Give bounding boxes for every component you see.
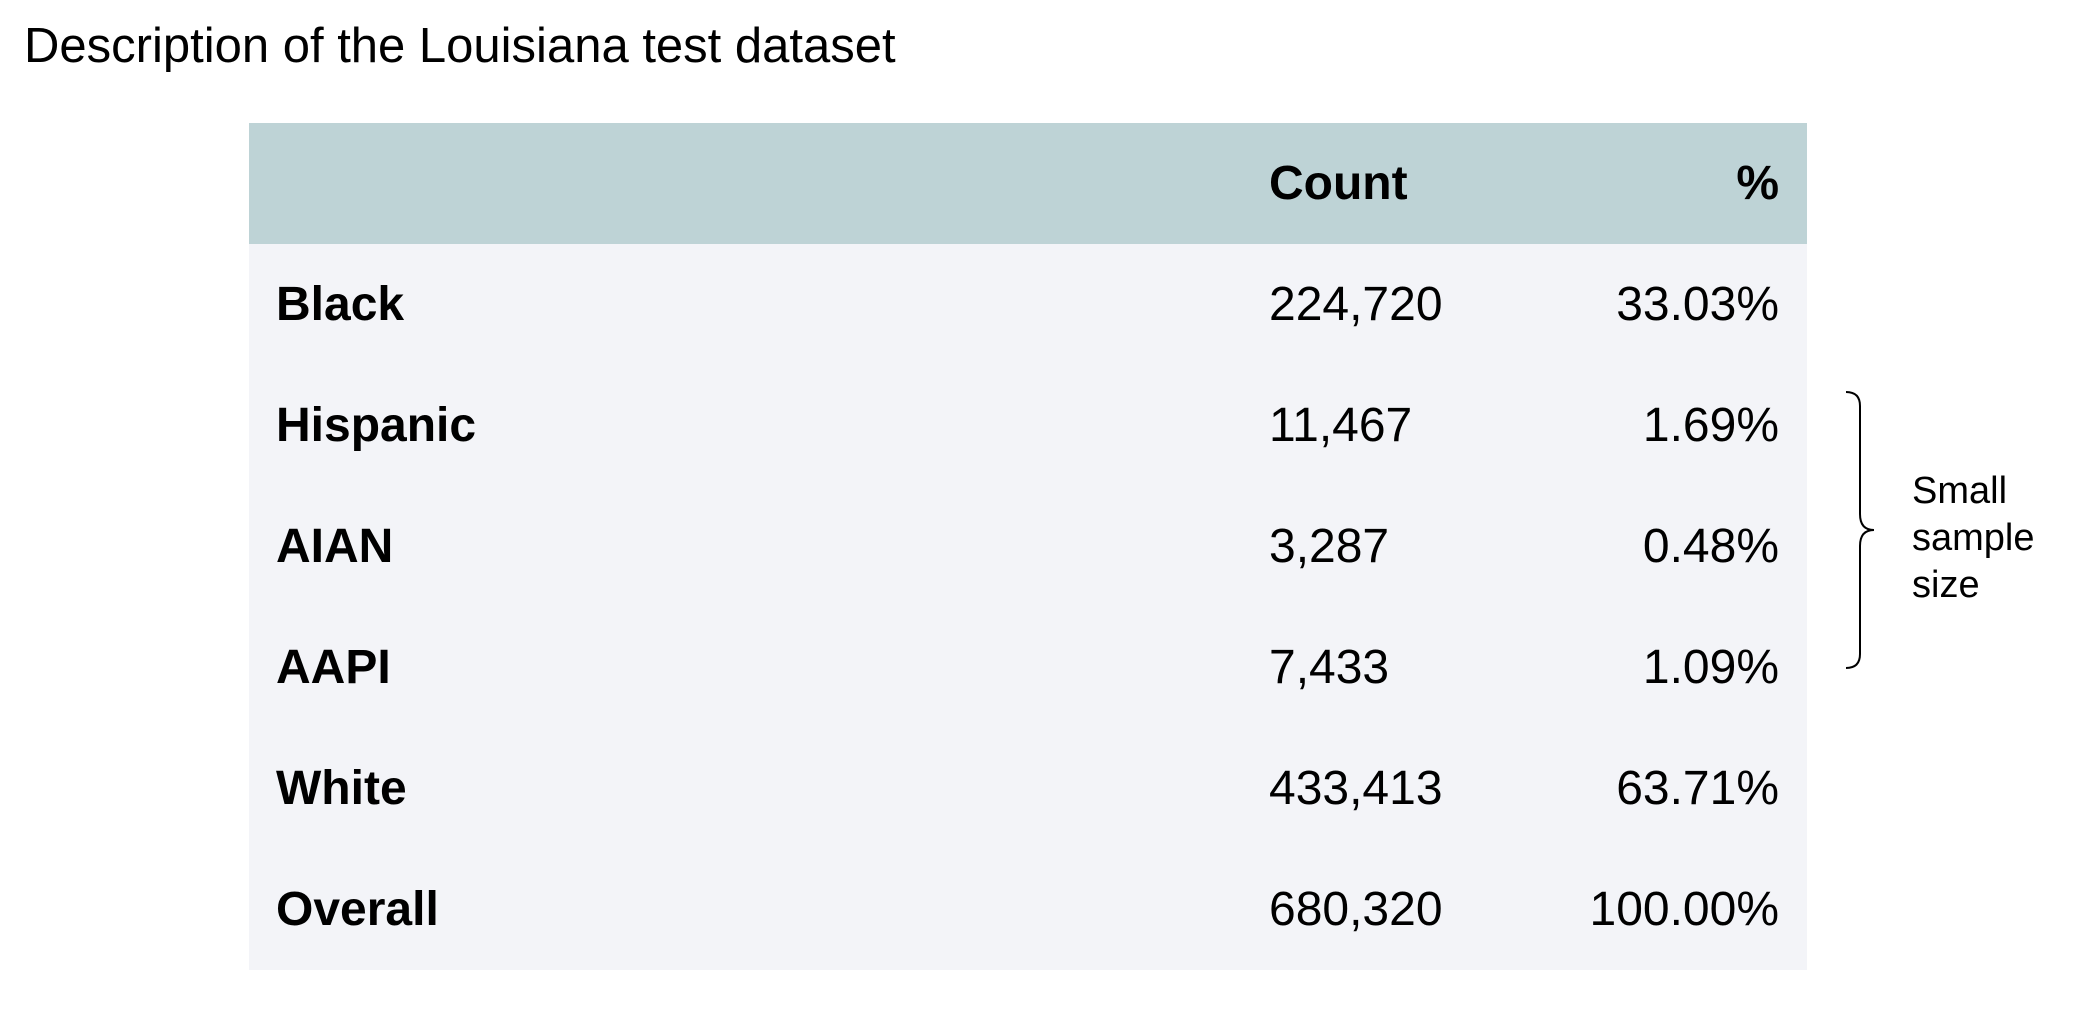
row-percent: 63.71%: [1616, 762, 1779, 815]
header-label: [249, 123, 1269, 244]
row-label: Hispanic: [276, 399, 477, 452]
row-percent: 1.69%: [1642, 399, 1779, 452]
table-row: White 433,413 63.71%: [249, 728, 1807, 849]
row-count: 433,413: [1269, 762, 1443, 815]
row-percent: 100.00%: [1589, 883, 1780, 936]
row-percent: 33.03%: [1616, 278, 1779, 331]
row-label: Black: [276, 278, 405, 331]
dataset-table: Count % Black 224,720 33.03% Hispanic 11…: [249, 123, 1807, 970]
row-count: 7,433: [1269, 641, 1390, 694]
table-row: AIAN 3,287 0.48%: [249, 486, 1807, 607]
small-sample-annotation: Small sample size: [1912, 468, 2082, 609]
row-count: 3,287: [1269, 520, 1390, 573]
row-label: AAPI: [276, 641, 391, 694]
dataset-table-container: Count % Black 224,720 33.03% Hispanic 11…: [249, 123, 1807, 970]
row-percent: 1.09%: [1642, 641, 1779, 694]
header-count: Count: [1269, 157, 1408, 210]
row-label: Overall: [276, 883, 439, 936]
row-label: White: [276, 762, 407, 815]
page-title: Description of the Louisiana test datase…: [24, 19, 896, 73]
annotation-line: size: [1912, 564, 1980, 606]
curly-brace-icon: [1845, 391, 1875, 669]
table-row: AAPI 7,433 1.09%: [249, 607, 1807, 728]
annotation-line: Small: [1912, 470, 2008, 512]
row-percent: 0.48%: [1642, 520, 1779, 573]
table-header-row: Count %: [249, 123, 1807, 244]
row-label: AIAN: [276, 520, 394, 573]
row-count: 11,467: [1269, 399, 1413, 452]
table-row: Overall 680,320 100.00%: [249, 849, 1807, 970]
annotation-line: sample: [1912, 517, 2035, 559]
row-count: 224,720: [1269, 278, 1443, 331]
header-percent: %: [1736, 157, 1779, 210]
row-count: 680,320: [1269, 883, 1443, 936]
table-row: Hispanic 11,467 1.69%: [249, 365, 1807, 486]
table-row: Black 224,720 33.03%: [249, 244, 1807, 365]
